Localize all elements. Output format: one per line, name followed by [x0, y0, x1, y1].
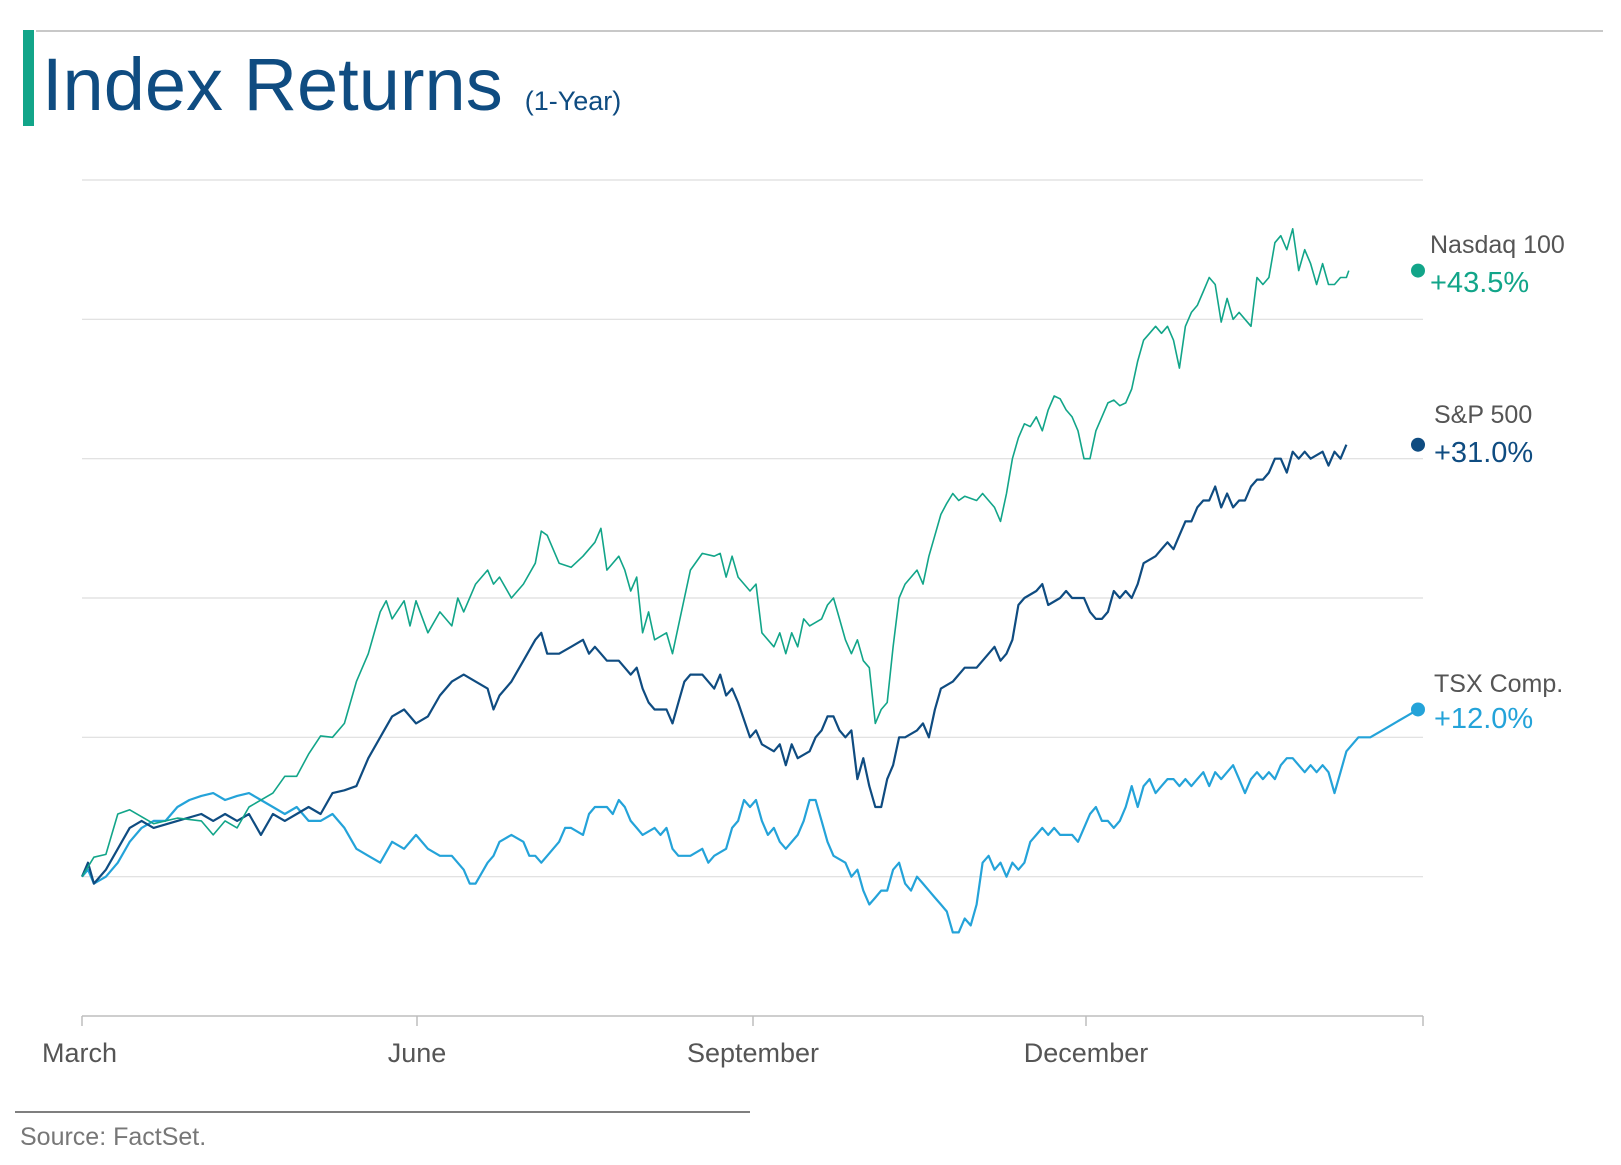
series-line-nasdaq-100 [81, 228, 1350, 878]
end-marker-tsx-comp [1411, 702, 1425, 717]
chart-title: Index Returns [42, 43, 503, 126]
series-line-s-p-500 [80, 444, 1348, 885]
series-value-nasdaq-100: +43.5% [1430, 267, 1529, 299]
series-name-nasdaq-100: Nasdaq 100 [1430, 231, 1565, 259]
x-tick-label-december: December [1024, 1038, 1149, 1068]
x-tick-label-september: September [687, 1038, 819, 1068]
chart-subtitle: (1-Year) [525, 86, 622, 116]
title-accent-bar [23, 30, 34, 126]
x-tick-label-june: June [388, 1038, 447, 1068]
gridlines [82, 179, 1423, 878]
series-lines [80, 228, 1419, 934]
x-tick-label-march: March [42, 1038, 117, 1068]
series-labels: TSX Comp. +12.0% S&P 500 +31.0% Nasdaq 100 +4… [1430, 231, 1565, 735]
series-value-tsx-comp: +12.0% [1434, 703, 1533, 735]
end-marker-s-p-500 [1411, 437, 1425, 452]
series-end-markers [1411, 263, 1425, 717]
x-axis: March June September December [42, 1015, 1424, 1068]
series-line-tsx-comp [81, 708, 1419, 934]
end-marker-nasdaq-100 [1411, 263, 1425, 278]
series-value-s-p-500: +31.0% [1434, 437, 1533, 469]
series-name-tsx-comp: TSX Comp. [1434, 670, 1563, 698]
series-name-s-p-500: S&P 500 [1434, 401, 1532, 429]
source-note: Source: FactSet. [20, 1123, 206, 1151]
